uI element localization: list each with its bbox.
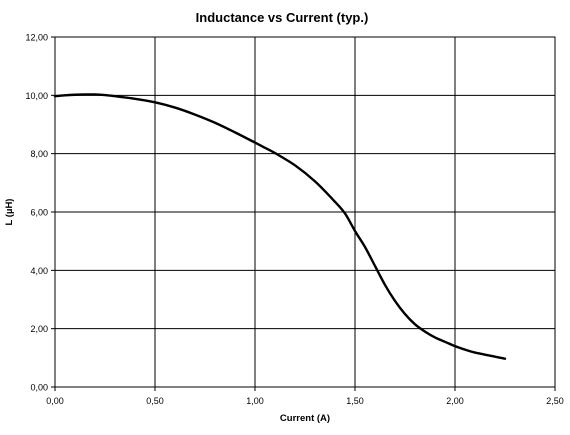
x-tick-label: 2,50 [546,396,564,406]
x-tick-label: 1,00 [246,396,264,406]
chart-title: Inductance vs Current (typ.) [196,10,369,25]
x-tick-label: 0,00 [46,396,64,406]
x-axis-label: Current (A) [280,413,330,424]
inductance-series-line [53,93,507,360]
x-tick-label: 1,50 [346,396,364,406]
grid [54,36,556,388]
y-tick-label: 0,00 [30,383,48,393]
y-tick-label: 4,00 [30,266,48,276]
y-tick-label: 2,00 [30,324,48,334]
series-layer [53,93,507,360]
y-tick-label: 10,00 [25,91,48,101]
y-tick-label: 6,00 [30,208,48,218]
x-tick-label: 2,00 [446,396,464,406]
y-axis-label: L (µH) [4,199,15,226]
axis-ticks: 0,00 2,00 4,00 6,00 8,00 10,00 12,00 0,00 0,50 1,… [25,33,563,407]
y-tick-label: 8,00 [30,149,48,159]
y-tick-label: 12,00 [25,33,48,43]
x-tick-label: 0,50 [146,396,164,406]
